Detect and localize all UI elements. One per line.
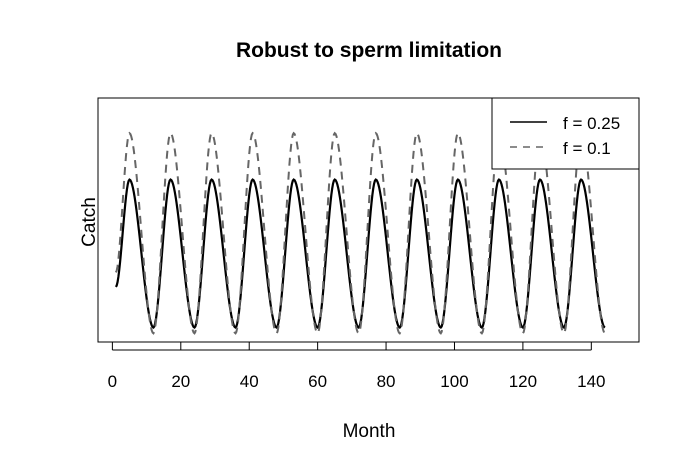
series-line-f01 (114, 131, 606, 335)
x-tick-label: 140 (577, 372, 605, 391)
legend-label-f025: f = 0.25 (563, 114, 620, 133)
chart-title: Robust to sperm limitation (236, 39, 502, 62)
x-axis: 0 20 40 60 80 100 120 140 (108, 342, 606, 391)
x-tick-label: 80 (377, 372, 396, 391)
x-axis-label: Month (343, 421, 396, 442)
x-tick-label: 20 (171, 372, 190, 391)
x-tick-label: 100 (440, 372, 468, 391)
plot-area-frame (97, 97, 640, 343)
legend-label-f01: f = 0.1 (563, 139, 611, 158)
x-tick-label: 120 (509, 372, 537, 391)
x-tick-label: 60 (308, 372, 327, 391)
x-tick-label: 40 (240, 372, 259, 391)
series-layer (114, 131, 606, 335)
x-tick-label: 0 (108, 372, 117, 391)
legend-box (491, 97, 640, 170)
y-axis-label: Catch (79, 197, 100, 247)
legend: f = 0.25 f = 0.1 (491, 97, 640, 170)
